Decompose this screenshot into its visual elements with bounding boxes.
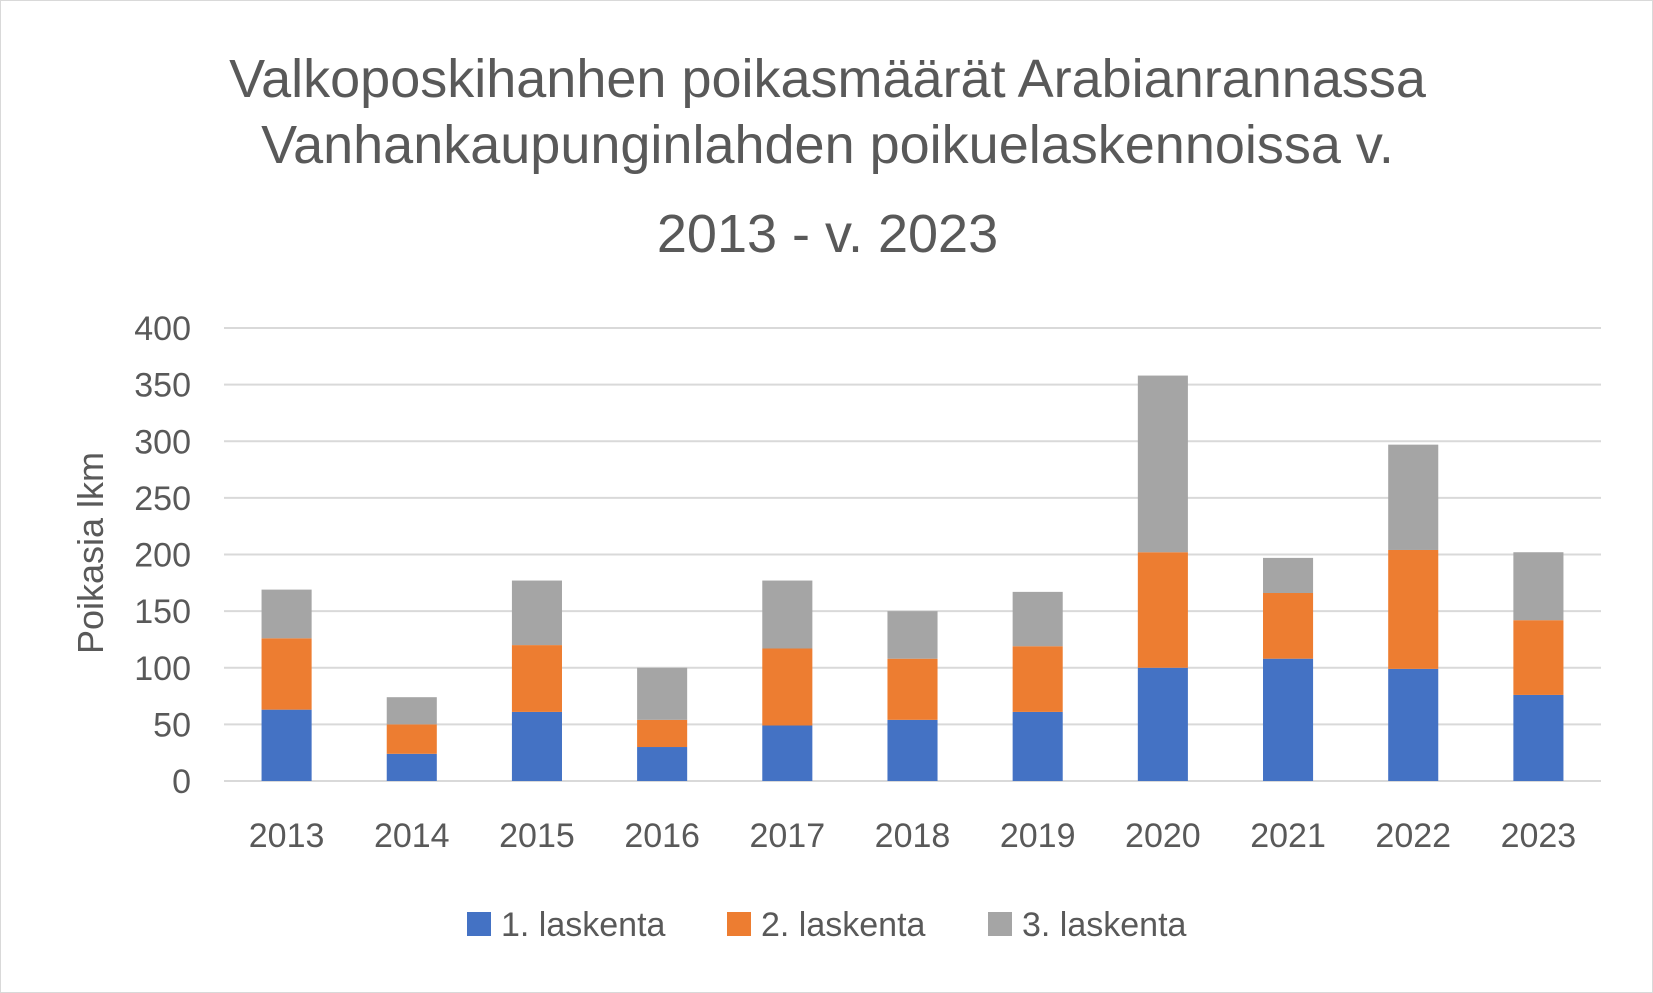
x-tick-label: 2020 — [1125, 817, 1201, 855]
chart-title-line-2: Vanhankaupunginlahden poikuelaskennoissa… — [261, 115, 1394, 175]
legend: 1. laskenta 2. laskenta 3. laskenta — [467, 906, 1187, 944]
y-tick-label: 50 — [153, 706, 191, 744]
y-tick-label: 350 — [134, 367, 191, 405]
bar-2013-series-3 — [261, 589, 312, 639]
bar-2016-series-2 — [637, 719, 688, 748]
bar-2015-series-2 — [511, 645, 562, 712]
x-tick-label: 2013 — [249, 817, 325, 855]
y-tick-label: 300 — [134, 423, 191, 461]
bar-2017-series-3 — [762, 580, 813, 649]
y-tick-label: 200 — [134, 537, 191, 575]
bar-2023-series-2 — [1513, 620, 1564, 695]
bar-2022-series-2 — [1388, 549, 1439, 669]
bar-2023-series-3 — [1513, 552, 1564, 621]
bar-2014-series-3 — [386, 697, 437, 725]
x-tick-label: 2016 — [624, 817, 700, 855]
bar-2014-series-1 — [386, 753, 437, 781]
bar-2018-series-2 — [887, 658, 938, 720]
bar-2018-series-3 — [887, 611, 938, 659]
chart-title-line-3: 2013 - v. 2023 — [656, 204, 999, 264]
y-tick-label: 400 — [134, 310, 191, 348]
legend-swatch-3 — [988, 912, 1012, 936]
x-tick-label: 2023 — [1501, 817, 1577, 855]
y-tick-label: 150 — [134, 593, 191, 631]
chart-title-line-1: Valkoposkihanhen poikasmäärät Arabianran… — [229, 49, 1426, 109]
y-tick-label: 0 — [172, 763, 191, 801]
bar-2019-series-3 — [1012, 591, 1063, 647]
bar-2017-series-1 — [762, 725, 813, 781]
bar-2018-series-1 — [887, 719, 938, 781]
x-tick-label: 2018 — [875, 817, 951, 855]
bar-2020-series-1 — [1137, 667, 1188, 781]
legend-swatch-1 — [467, 912, 491, 936]
bar-2023-series-1 — [1513, 694, 1564, 781]
bar-2016-series-1 — [637, 747, 688, 781]
y-axis: 0 50 100 150 200 250 300 350 400 — [134, 310, 191, 801]
bar-2020-series-2 — [1137, 552, 1188, 668]
bar-2022-series-1 — [1388, 668, 1439, 781]
x-tick-label: 2019 — [1000, 817, 1076, 855]
bar-2019-series-1 — [1012, 711, 1063, 781]
bar-2021-series-2 — [1263, 593, 1314, 659]
bar-2014-series-2 — [386, 724, 437, 754]
legend-swatch-2 — [727, 912, 751, 936]
x-tick-label: 2021 — [1250, 817, 1326, 855]
bar-2015-series-3 — [511, 580, 562, 646]
x-axis: 2013 2014 2015 2016 2017 2018 2019 2020 2021 2022… — [249, 817, 1576, 855]
x-tick-label: 2014 — [374, 817, 450, 855]
bar-2015-series-1 — [511, 711, 562, 781]
x-tick-label: 2017 — [749, 817, 825, 855]
legend-label-3: 3. laskenta — [1022, 906, 1187, 944]
legend-label-2: 2. laskenta — [761, 906, 926, 944]
y-tick-label: 100 — [134, 650, 191, 688]
legend-label-1: 1. laskenta — [501, 906, 666, 944]
x-tick-label: 2015 — [499, 817, 575, 855]
bar-2013-series-2 — [261, 638, 312, 710]
y-tick-label: 250 — [134, 480, 191, 518]
bar-2019-series-2 — [1012, 646, 1063, 712]
bar-2013-series-1 — [261, 709, 312, 781]
bar-2021-series-1 — [1263, 658, 1314, 781]
x-tick-label: 2022 — [1375, 817, 1451, 855]
bar-2020-series-3 — [1137, 375, 1188, 553]
bars — [261, 375, 1564, 781]
bar-2021-series-3 — [1263, 557, 1314, 594]
y-axis-title: Poikasia lkm — [70, 452, 111, 654]
bar-2022-series-3 — [1388, 444, 1439, 550]
bar-2017-series-2 — [762, 648, 813, 726]
bar-2016-series-3 — [637, 667, 688, 720]
